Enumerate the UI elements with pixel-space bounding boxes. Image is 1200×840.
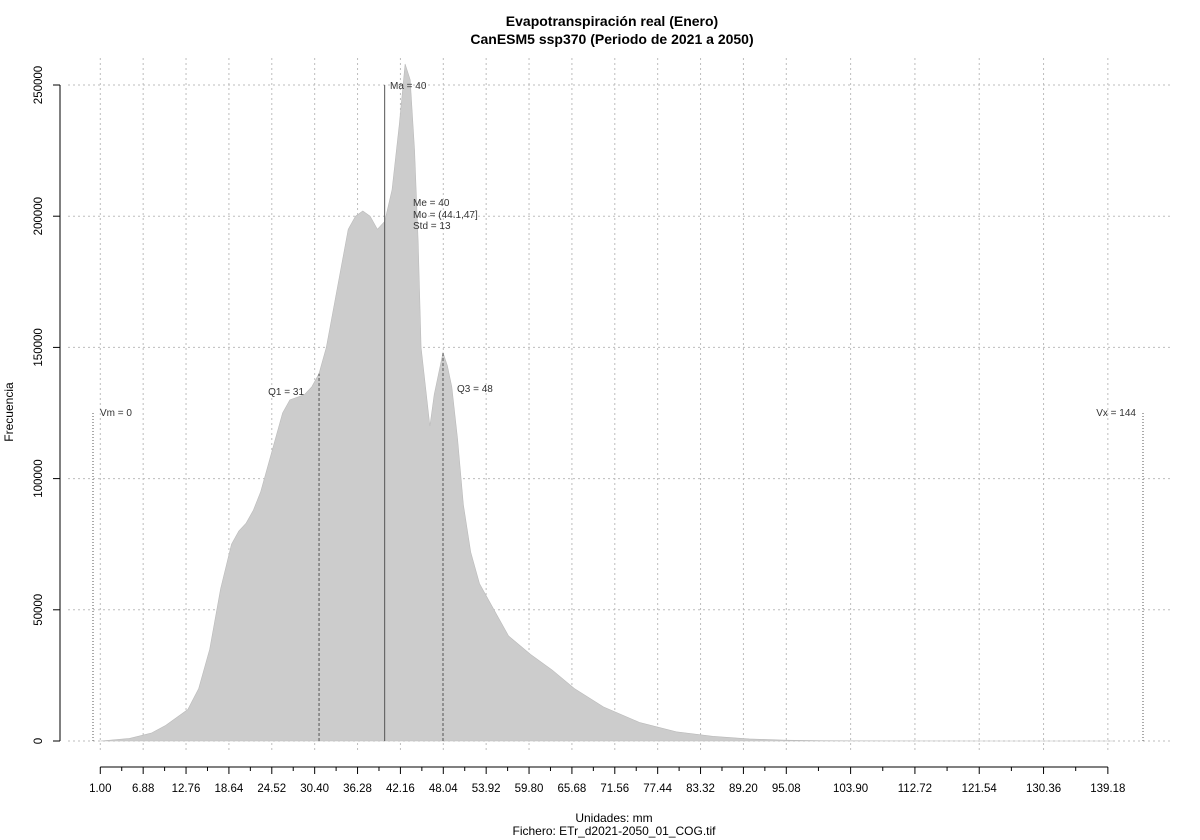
x-tick-label-4: 24.52	[257, 783, 286, 795]
x-tick-label-13: 77.44	[643, 783, 672, 795]
annot-q3: Q3 = 48	[457, 384, 493, 395]
x-tick-label-12: 71.56	[600, 783, 629, 795]
y-axis-label: Frecuencia	[2, 382, 16, 442]
annot-stat-median: Me = 40	[413, 198, 450, 209]
y-tick-label-5: 250000	[33, 66, 45, 104]
annot-ma: Ma = 40	[390, 81, 427, 92]
x-tick-label-5: 30.40	[300, 783, 329, 795]
y-tick-label-1: 50000	[33, 594, 45, 626]
x-tick-label-1: 6.88	[132, 783, 154, 795]
x-tick-label-3: 18.64	[215, 783, 244, 795]
density-area	[100, 63, 1114, 742]
y-tick-label-3: 150000	[33, 328, 45, 366]
stat-marker-lines	[92, 85, 1144, 741]
file-label: Fichero: ETr_d2021-2050_01_COG.tif	[513, 824, 717, 838]
annot-vx: Vx = 144	[1096, 408, 1136, 419]
x-tick-label-7: 42.16	[386, 783, 415, 795]
x-tick-label-6: 36.28	[343, 783, 372, 795]
y-tick-label-0: 0	[33, 738, 45, 744]
y-tick-label-4: 200000	[33, 197, 45, 235]
annot-q1: Q1 = 31	[268, 387, 304, 398]
x-tick-label-16: 95.08	[772, 783, 801, 795]
x-tick-label-14: 83.32	[686, 783, 715, 795]
y-tick-label-2: 100000	[33, 459, 45, 497]
x-tick-label-18: 112.72	[898, 783, 932, 795]
x-tick-label-2: 12.76	[172, 783, 201, 795]
x-tick-label-21: 139.18	[1090, 783, 1125, 795]
x-tick-label-11: 65.68	[558, 783, 587, 795]
x-tick-label-19: 121.54	[962, 783, 998, 795]
x-tick-label-0: 1.00	[89, 783, 111, 795]
chart-title: Evapotranspiración real (Enero)	[506, 13, 718, 29]
x-axis-ticks: 1.00 6.88 12.76 18.64 24.52 30.40 36.28 42.16 48…	[89, 767, 1125, 795]
y-axis-ticks: 0 50000 100000 150000 200000 250000	[33, 66, 60, 744]
annot-vm: Vm = 0	[100, 408, 132, 419]
x-tick-label-15: 89.20	[729, 783, 758, 795]
annot-stat-mode: Mo = (44.1,47]	[413, 210, 478, 221]
x-tick-label-17: 103.90	[833, 783, 868, 795]
x-tick-label-8: 48.04	[429, 783, 458, 795]
chart-subtitle: CanESM5 ssp370 (Periodo de 2021 a 2050)	[470, 31, 753, 47]
x-axis-label: Unidades: mm	[575, 811, 652, 825]
x-tick-label-9: 53.92	[472, 783, 501, 795]
x-tick-label-10: 59.80	[515, 783, 544, 795]
annot-stat-std: Std = 13	[413, 221, 451, 232]
x-tick-label-20: 130.36	[1026, 783, 1061, 795]
stat-annotations: Vm = 0 Q1 = 31 Ma = 40 Q3 = 48 Vx = 144 …	[100, 81, 1136, 419]
